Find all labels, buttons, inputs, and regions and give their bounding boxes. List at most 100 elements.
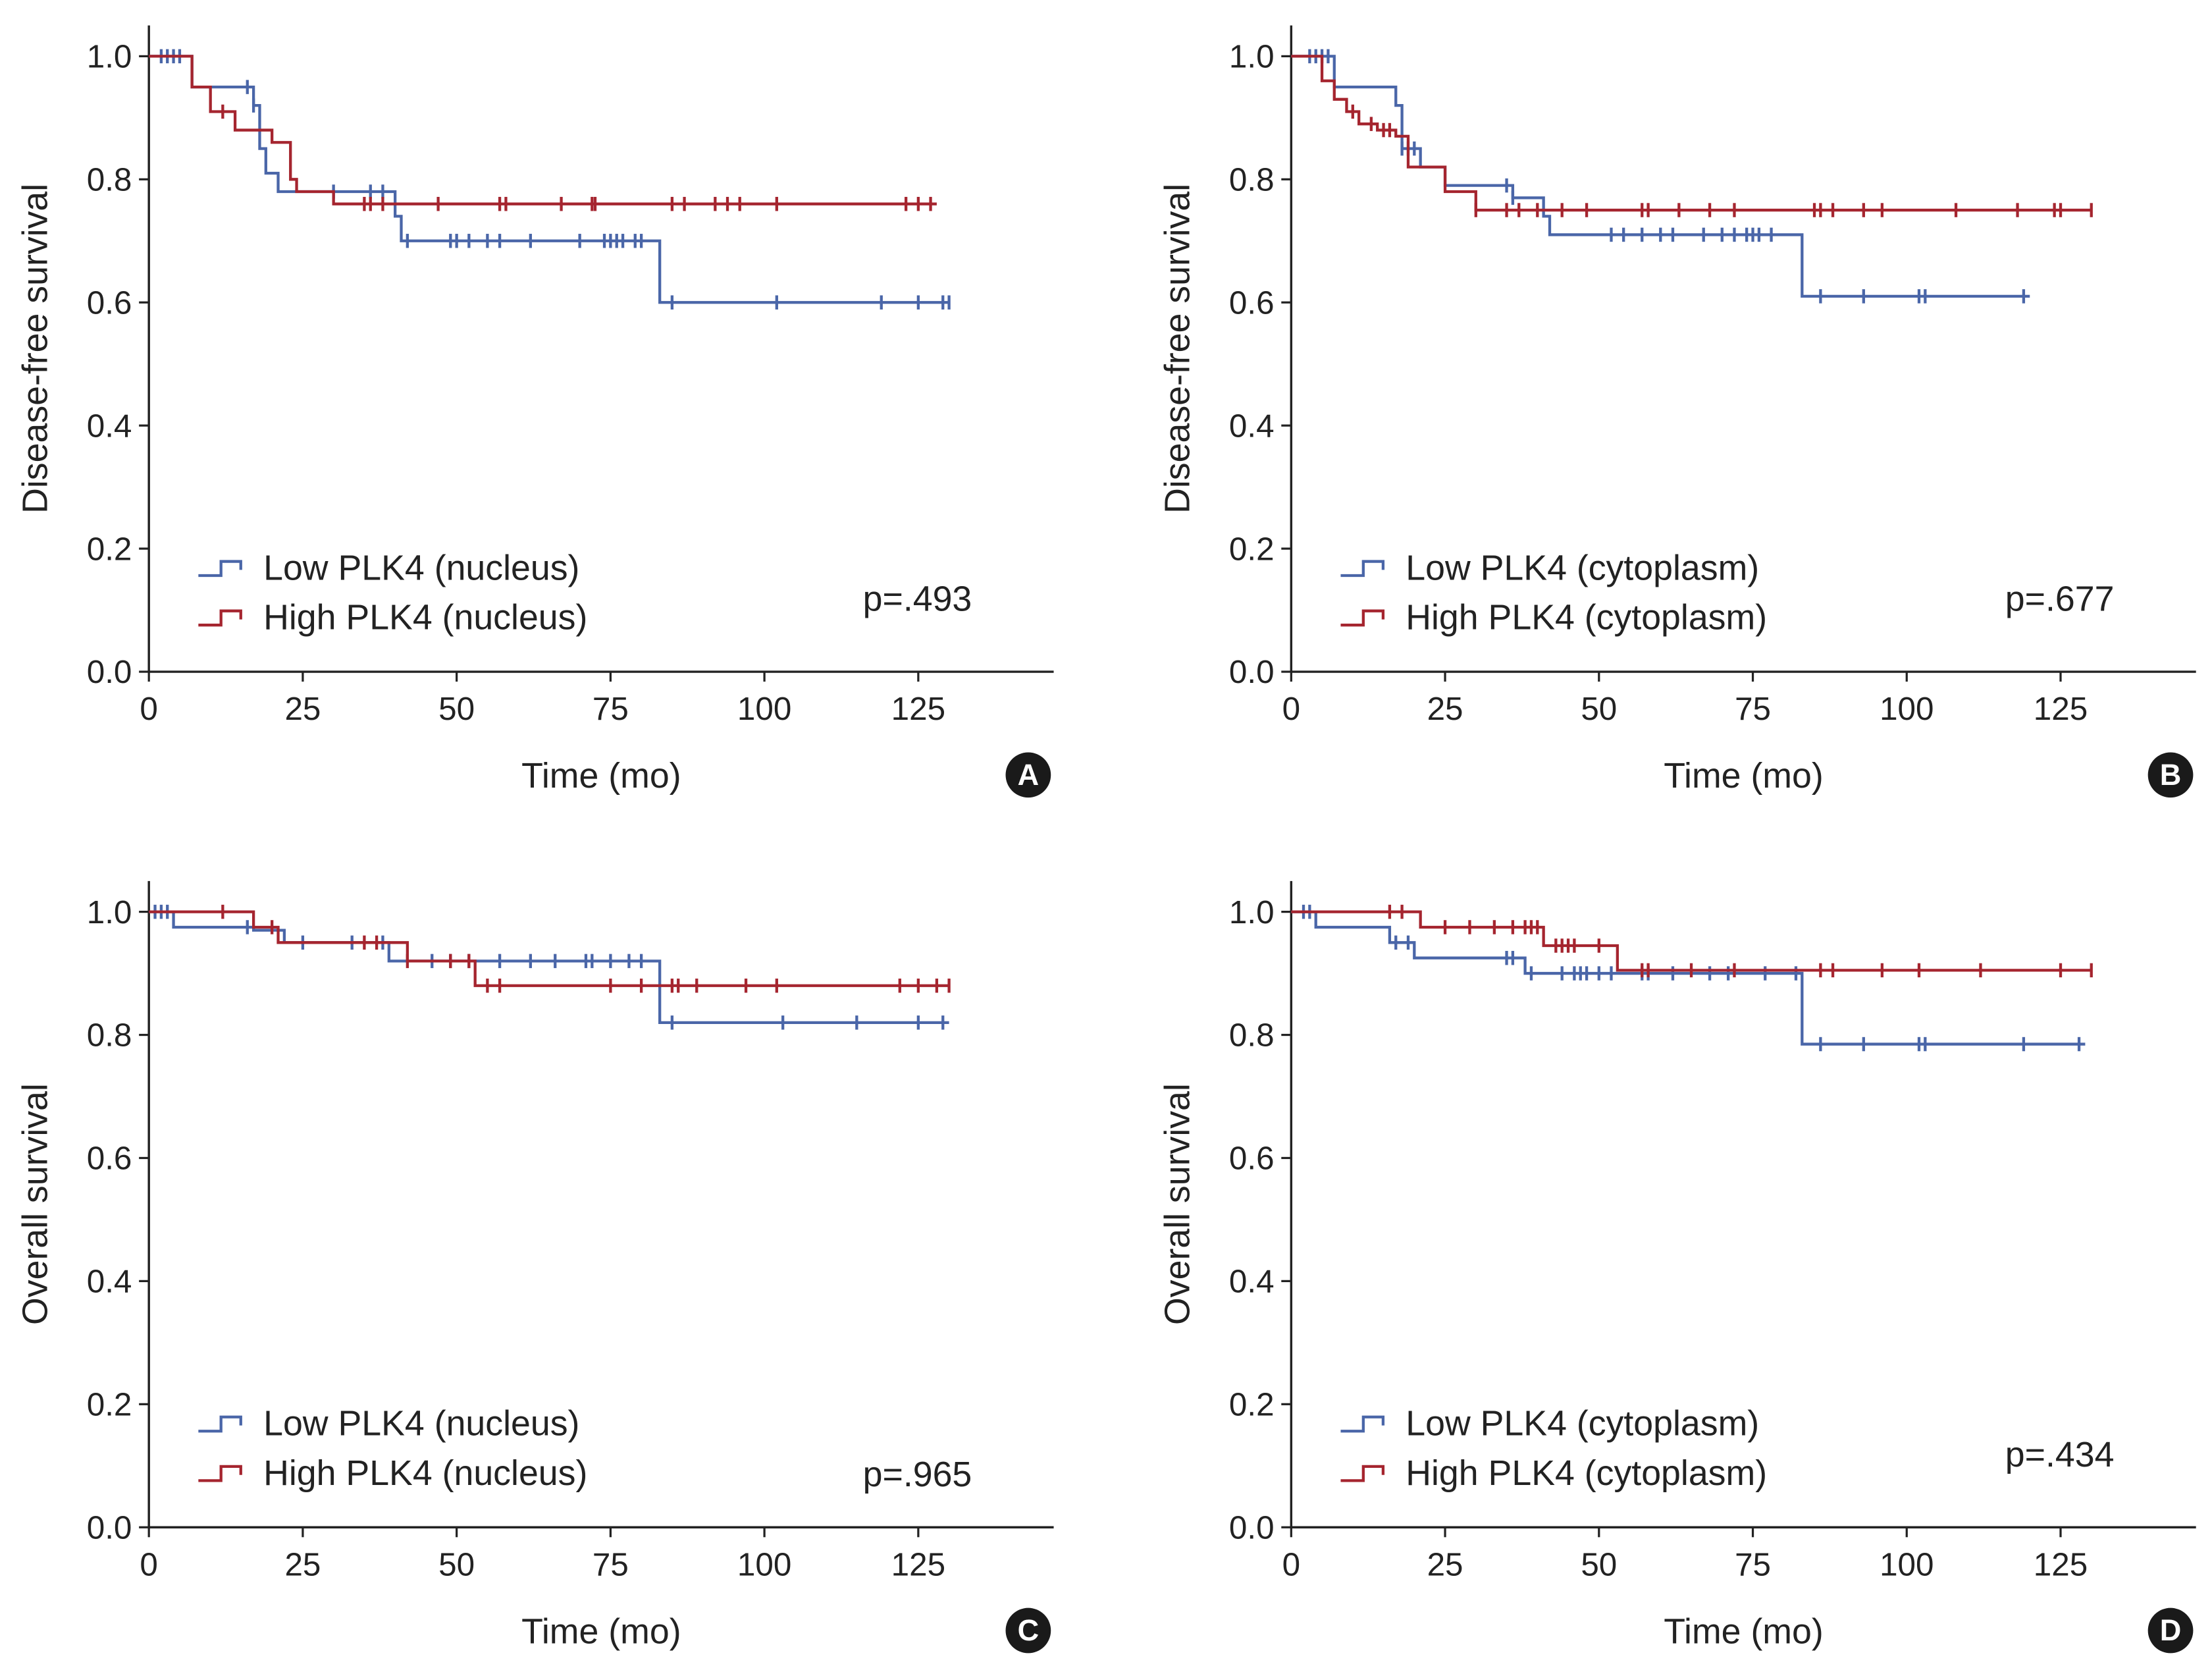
- km-curve-low: [149, 910, 949, 1024]
- panel-a-legend: Low PLK4 (nucleus) High PLK4 (nucleus): [198, 548, 587, 637]
- x-tick-label: 75: [1735, 1546, 1771, 1582]
- x-tick-label: 125: [891, 691, 945, 727]
- panel-c-axes: 0 25 50 75 100 125 0.0 0.2 0.4 0.6 0.8 1.0: [87, 880, 1054, 1582]
- legend-low-label: Low PLK4 (cytoplasm): [1406, 548, 1759, 587]
- x-tick-label: 25: [284, 1546, 321, 1582]
- panel-c: 0 25 50 75 100 125 0.0 0.2 0.4 0.6 0.8 1.0 Low PLK4…: [16, 880, 1054, 1654]
- x-tick-label: 0: [1282, 691, 1300, 727]
- km-curve-low: [149, 55, 949, 304]
- km-curve-low: [1291, 910, 2086, 1046]
- p-value: p=.434: [2005, 1435, 2115, 1474]
- y-tick-label: 1.0: [1229, 39, 1275, 75]
- y-tick-label: 0.6: [87, 1141, 132, 1177]
- panel-badge-circle: [1005, 752, 1051, 798]
- x-tick-label: 50: [438, 1546, 475, 1582]
- panel-badge: B: [2147, 752, 2194, 798]
- x-tick-label: 50: [1581, 691, 1617, 727]
- y-tick-label: 0.8: [87, 1017, 132, 1054]
- x-tick-label: 100: [1880, 1546, 1934, 1582]
- panel-c-legend: Low PLK4 (nucleus) High PLK4 (nucleus): [198, 1404, 587, 1493]
- legend-high-swatch: [1340, 1465, 1385, 1482]
- y-tick-label: 0.6: [1229, 1141, 1275, 1177]
- km-curve-high: [1291, 55, 2092, 212]
- legend-high-label: High PLK4 (nucleus): [263, 1453, 587, 1493]
- y-tick-label: 0.4: [1229, 408, 1275, 444]
- legend-high-label: High PLK4 (cytoplasm): [1406, 598, 1767, 637]
- legend-high-swatch: [198, 1465, 242, 1482]
- panel-b-legend: Low PLK4 (cytoplasm) High PLK4 (cytoplas…: [1340, 548, 1767, 637]
- y-tick-label: 1.0: [87, 39, 132, 75]
- panel-badge-letter: B: [2160, 758, 2182, 792]
- legend-low-swatch: [198, 560, 242, 578]
- km-curve-high: [149, 55, 937, 205]
- y-tick-label: 0.4: [87, 1264, 132, 1300]
- legend-high-label: High PLK4 (nucleus): [263, 598, 587, 637]
- panel-d: 0 25 50 75 100 125 0.0 0.2 0.4 0.6 0.8 1.0 Low PLK4…: [1158, 880, 2196, 1654]
- y-tick-label: 0.4: [1229, 1264, 1275, 1300]
- x-tick-label: 25: [1427, 691, 1463, 727]
- legend-low-swatch: [1340, 1415, 1385, 1433]
- km-curve-low: [1291, 55, 2030, 298]
- x-tick-label: 75: [592, 691, 629, 727]
- panel-badge: A: [1005, 752, 1051, 798]
- y-tick-label: 0.2: [87, 1387, 132, 1423]
- panel-a-axes: 0 25 50 75 100 125 0.0 0.2 0.4 0.6 0.8 1.0: [87, 25, 1054, 727]
- p-value: p=.493: [863, 580, 972, 619]
- legend-high-swatch: [1340, 609, 1385, 627]
- legend-low-label: Low PLK4 (cytoplasm): [1406, 1404, 1759, 1443]
- legend-low-label: Low PLK4 (nucleus): [263, 1404, 579, 1443]
- legend-low-swatch: [198, 1415, 242, 1433]
- panel-badge-letter: D: [2160, 1613, 2182, 1647]
- km-curve-high: [1291, 910, 2092, 972]
- panel-badge-circle: [1005, 1607, 1051, 1654]
- km-curve-high: [149, 910, 949, 987]
- y-tick-label: 0.2: [1229, 1387, 1275, 1423]
- y-tick-label: 0.0: [1229, 654, 1275, 690]
- x-tick-label: 25: [284, 691, 321, 727]
- panel-badge: C: [1005, 1607, 1051, 1654]
- x-tick-label: 75: [1735, 691, 1771, 727]
- x-tick-label: 125: [2034, 691, 2088, 727]
- panel-d-legend: Low PLK4 (cytoplasm) High PLK4 (cytoplas…: [1340, 1404, 1767, 1493]
- y-tick-label: 0.4: [87, 408, 132, 444]
- x-tick-label: 0: [140, 691, 157, 727]
- panel-badge-letter: A: [1018, 758, 1040, 792]
- panel-b: 0 25 50 75 100 125 0.0 0.2 0.4 0.6 0.8 1.0 Low PLK4…: [1158, 25, 2196, 798]
- x-tick-label: 25: [1427, 1546, 1463, 1582]
- x-tick-label: 50: [438, 691, 475, 727]
- x-axis-label: Time (mo): [1664, 1611, 1823, 1651]
- x-tick-label: 50: [1581, 1546, 1617, 1582]
- panel-d-axes: 0 25 50 75 100 125 0.0 0.2 0.4 0.6 0.8 1.0: [1229, 880, 2196, 1582]
- y-tick-label: 0.2: [1229, 531, 1275, 567]
- y-tick-label: 1.0: [1229, 894, 1275, 930]
- panel-b-axes: 0 25 50 75 100 125 0.0 0.2 0.4 0.6 0.8 1.0: [1229, 25, 2196, 727]
- x-axis-label: Time (mo): [1664, 756, 1823, 796]
- panel-badge-circle: [2147, 1607, 2194, 1654]
- panel-b-series: [1291, 49, 2093, 304]
- x-tick-label: 125: [2034, 1546, 2088, 1582]
- legend-high-label: High PLK4 (cytoplasm): [1406, 1453, 1767, 1493]
- x-axis-label: Time (mo): [521, 756, 681, 796]
- x-tick-label: 125: [891, 1546, 945, 1582]
- panel-a-series: [149, 49, 951, 310]
- y-axis-label: Overall survival: [1158, 1083, 1198, 1325]
- y-tick-label: 0.8: [1229, 161, 1275, 198]
- panel-badge-letter: C: [1018, 1613, 1040, 1647]
- legend-high-swatch: [198, 609, 242, 627]
- p-value: p=.677: [2005, 580, 2115, 619]
- y-tick-label: 0.2: [87, 531, 132, 567]
- panel-badge-circle: [2147, 752, 2194, 798]
- x-tick-label: 100: [737, 691, 791, 727]
- y-tick-label: 0.0: [87, 654, 132, 690]
- p-value: p=.965: [863, 1455, 972, 1494]
- legend-low-swatch: [1340, 560, 1385, 578]
- x-axis-label: Time (mo): [521, 1611, 681, 1651]
- y-tick-label: 1.0: [87, 894, 132, 930]
- y-tick-label: 0.8: [87, 161, 132, 198]
- x-tick-label: 100: [737, 1546, 791, 1582]
- y-tick-label: 0.6: [87, 284, 132, 321]
- panel-c-series: [149, 904, 951, 1030]
- y-tick-label: 0.8: [1229, 1017, 1275, 1054]
- y-tick-label: 0.6: [1229, 284, 1275, 321]
